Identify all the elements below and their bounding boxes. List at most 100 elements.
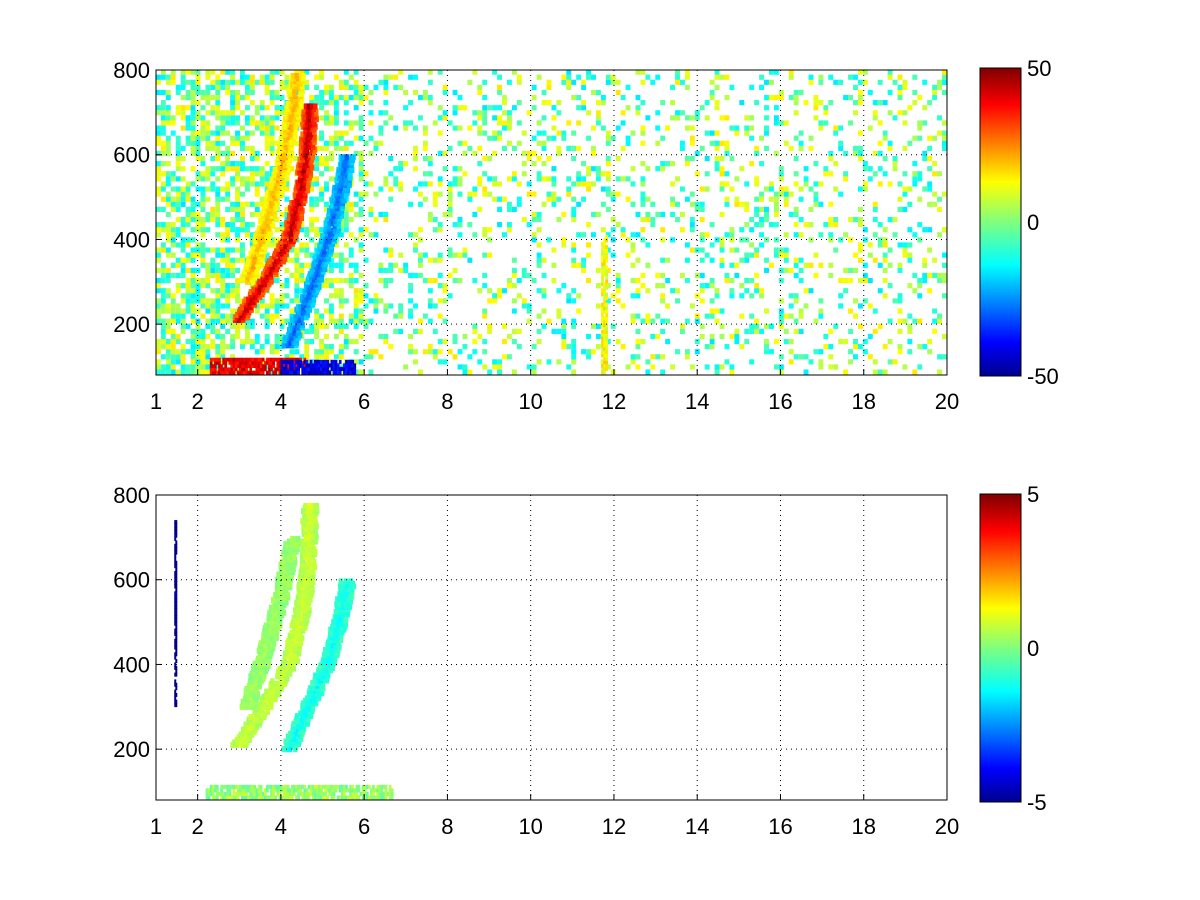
- heatmap-cell: [343, 257, 349, 263]
- heatmap-cell: [274, 308, 280, 314]
- heatmap-cell: [655, 283, 661, 289]
- heatmap-cell: [413, 272, 418, 279]
- heatmap-cell: [170, 196, 176, 202]
- heatmap-cell: [694, 110, 700, 116]
- heatmap-cell: [269, 94, 275, 101]
- heatmap-cell: [297, 359, 300, 364]
- heatmap-cell: [299, 359, 303, 364]
- heatmap-cell: [235, 333, 240, 340]
- heatmap-cell: [348, 272, 354, 279]
- heatmap-cell: [773, 211, 779, 218]
- heatmap-cell: [828, 232, 834, 238]
- heatmap-cell: [269, 298, 275, 304]
- heatmap-cell: [601, 268, 604, 273]
- heatmap-cell: [288, 359, 292, 364]
- heatmap-cell: [576, 262, 582, 268]
- heatmap-cell: [230, 120, 236, 126]
- heatmap-cell: [754, 145, 760, 151]
- heatmap-cell: [286, 113, 291, 120]
- heatmap-cell: [165, 105, 171, 111]
- heatmap-cell: [437, 283, 443, 289]
- heatmap-cell: [343, 277, 349, 284]
- heatmap-cell: [358, 155, 364, 162]
- heatmap-cell: [576, 293, 582, 299]
- heatmap-cell: [309, 370, 313, 375]
- heatmap-cell: [288, 366, 292, 371]
- heatmap-cell: [303, 357, 307, 362]
- heatmap-cell: [595, 267, 601, 273]
- heatmap-cell: [595, 176, 601, 182]
- heatmap-cell: [235, 237, 240, 243]
- heatmap-cell: [556, 196, 562, 202]
- heatmap-cell: [576, 308, 582, 314]
- heatmap-cell: [862, 262, 868, 268]
- heatmap-cell: [803, 369, 809, 375]
- heatmap-cell: [601, 350, 604, 355]
- heatmap-cell: [783, 328, 789, 334]
- heatmap-cell: [388, 74, 394, 80]
- heatmap-cell: [343, 227, 349, 233]
- heatmap-cell: [516, 293, 522, 299]
- heatmap-cell: [877, 79, 883, 85]
- heatmap-cell: [561, 344, 567, 350]
- heatmap-cell: [857, 89, 863, 96]
- heatmap-cell: [329, 349, 334, 355]
- heatmap-cell: [773, 105, 779, 111]
- heatmap-cell: [808, 186, 814, 192]
- heatmap-cell: [571, 338, 577, 345]
- heatmap-cell: [343, 140, 349, 146]
- heatmap-cell: [764, 115, 769, 121]
- heatmap-cell: [709, 277, 715, 284]
- heatmap-cell: [877, 140, 883, 146]
- heatmap-cell: [724, 145, 730, 151]
- heatmap-cell: [248, 250, 253, 257]
- heatmap-cell: [516, 79, 522, 85]
- heatmap-cell: [383, 308, 389, 314]
- heatmap-cell: [912, 161, 918, 167]
- heatmap-cell: [175, 313, 181, 319]
- heatmap-cell: [328, 363, 332, 368]
- heatmap-cell: [917, 277, 923, 284]
- heatmap-cell: [332, 366, 336, 371]
- heatmap-cell: [739, 344, 745, 350]
- heatmap-cell: [724, 74, 730, 80]
- heatmap-cell: [610, 196, 616, 202]
- heatmap-cell: [244, 328, 250, 334]
- heatmap-cell: [249, 237, 255, 243]
- heatmap-cell: [912, 181, 918, 187]
- heatmap-cell: [264, 115, 270, 121]
- heatmap-cell: [324, 349, 329, 355]
- heatmap-cell: [324, 283, 329, 289]
- heatmap-cell: [180, 222, 186, 228]
- heatmap-cell: [338, 222, 344, 228]
- heatmap-cell: [170, 359, 176, 365]
- heatmap-cell: [254, 308, 260, 314]
- heatmap-cell: [180, 349, 186, 355]
- heatmap-cell: [828, 364, 834, 370]
- heatmap-cell: [511, 70, 517, 75]
- heatmap-cell: [348, 140, 354, 146]
- heatmap-cell: [299, 262, 305, 268]
- heatmap-cell: [620, 94, 626, 101]
- heatmap-cell: [497, 115, 502, 121]
- heatmap-cell: [232, 357, 236, 362]
- heatmap-cell: [205, 110, 211, 116]
- heatmap-cell: [442, 166, 448, 172]
- heatmap-cell: [269, 303, 275, 309]
- heatmap-cell: [605, 206, 611, 212]
- heatmap-cell: [838, 79, 844, 85]
- heatmap-cell: [205, 140, 211, 146]
- heatmap-cell: [230, 110, 236, 116]
- heatmap-cell: [714, 318, 720, 324]
- heatmap-cell: [605, 251, 609, 256]
- heatmap-cell: [482, 105, 488, 111]
- heatmap-cell: [497, 84, 502, 90]
- heatmap-cell: [482, 272, 488, 279]
- heatmap-cell: [224, 364, 228, 369]
- heatmap-cell: [269, 145, 275, 151]
- heatmap-cell: [877, 222, 883, 228]
- heatmap-cell: [338, 328, 344, 334]
- heatmap-cell: [942, 70, 947, 75]
- heatmap-cell: [215, 206, 221, 212]
- heatmap-cell: [294, 267, 300, 273]
